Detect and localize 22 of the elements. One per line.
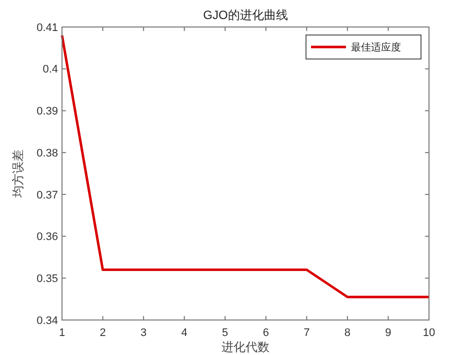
x-tick-label: 10 xyxy=(422,327,436,339)
x-axis-title: 进化代数 xyxy=(222,340,270,354)
y-tick-label: 0.35 xyxy=(36,272,58,285)
chart-title: GJO的进化曲线 xyxy=(203,8,288,22)
x-tick-label: 4 xyxy=(181,327,188,339)
x-tick-label: 8 xyxy=(344,327,351,339)
y-tick-label: 0.34 xyxy=(36,314,58,327)
x-tick-label: 5 xyxy=(222,327,228,339)
x-tick-label: 7 xyxy=(304,327,310,339)
x-tick-label: 2 xyxy=(100,327,106,339)
x-tick-label: 9 xyxy=(385,327,392,339)
y-tick-label: 0.41 xyxy=(36,22,58,34)
y-tick-label: 0.38 xyxy=(36,147,58,160)
x-tick-label: 3 xyxy=(140,327,147,339)
y-tick-label: 0.37 xyxy=(36,189,58,202)
y-axis-title: 均方误差 xyxy=(11,150,25,198)
x-tick-label: 1 xyxy=(58,327,66,339)
legend-label: 最佳适应度 xyxy=(351,42,401,54)
y-tick-label: 0.4 xyxy=(42,64,58,76)
x-tick-label: 6 xyxy=(262,327,269,339)
y-tick-label: 0.39 xyxy=(36,106,58,118)
y-tick-label: 0.36 xyxy=(36,231,58,244)
